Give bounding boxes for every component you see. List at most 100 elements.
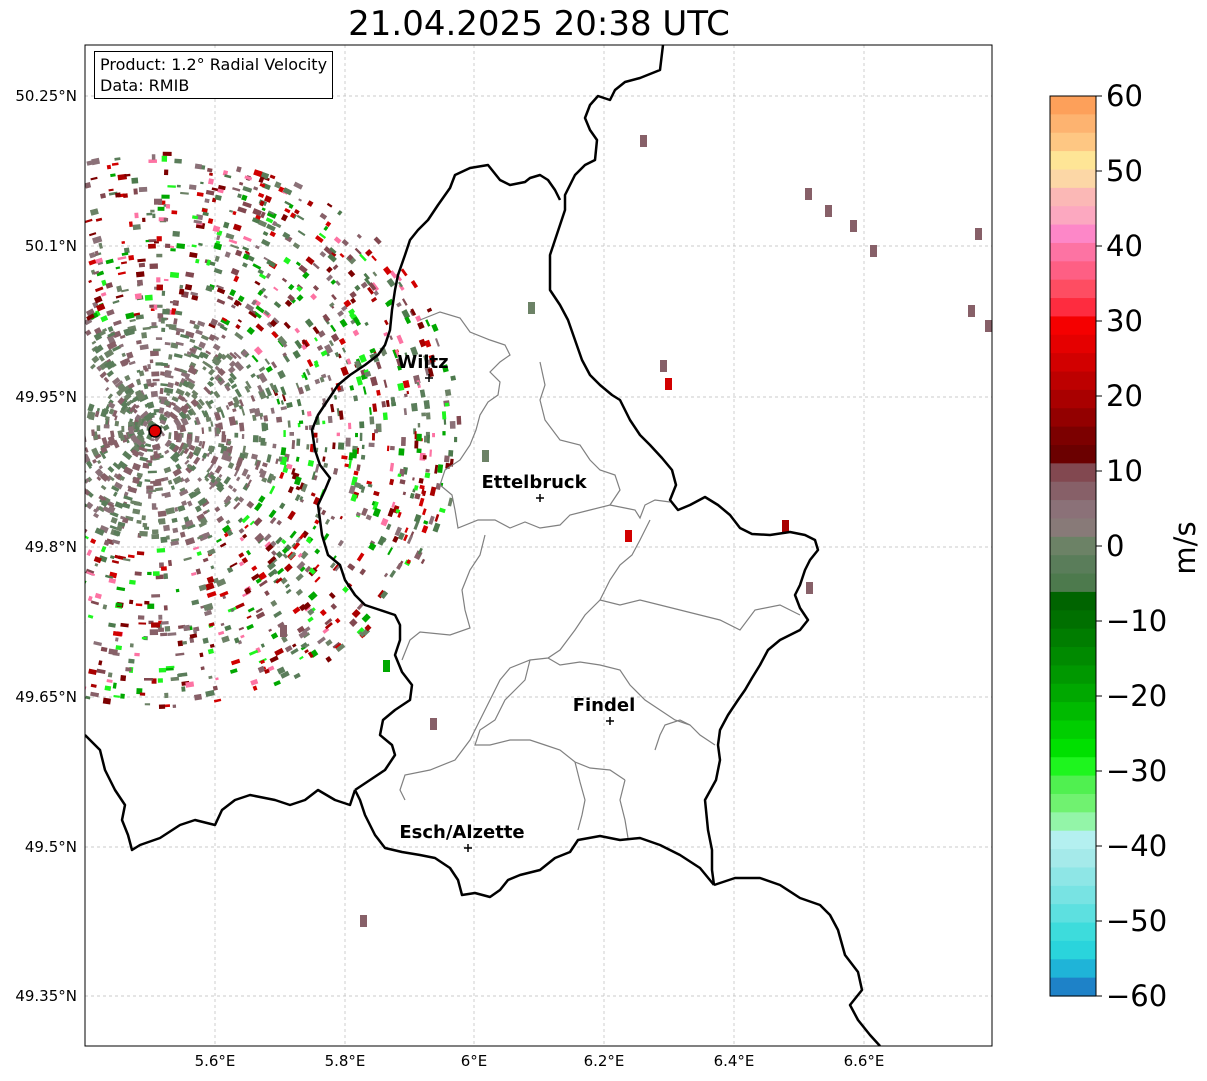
colorbar-tick-label: 50 [1106, 154, 1143, 188]
colorbar-segment [1050, 904, 1096, 924]
colorbar-segment [1050, 720, 1096, 740]
colorbar-segment [1050, 591, 1096, 611]
city-label: Ettelbruck [481, 472, 587, 493]
colorbar-segment [1050, 940, 1096, 960]
country-border [85, 734, 357, 852]
colorbar-segment [1050, 922, 1096, 942]
colorbar-tick-label: 0 [1106, 529, 1124, 563]
lon-tick-label: 6.4°E [714, 1052, 755, 1070]
colorbar-segment [1050, 408, 1096, 428]
lon-tick-label: 6.2°E [584, 1052, 625, 1070]
colorbar-segment [1050, 665, 1096, 685]
colorbar-segment [1050, 959, 1096, 979]
colorbar-segment [1050, 206, 1096, 226]
colorbar-segment [1050, 793, 1096, 813]
map-area: Wiltz Ettelbruck Findel Esch/Alzette [85, 45, 992, 1046]
colorbar-segment [1050, 426, 1096, 446]
colorbar-segment [1050, 242, 1096, 262]
colorbar-segment [1050, 261, 1096, 281]
colorbar-segment [1050, 224, 1096, 244]
product-info-box: Product: 1.2° Radial Velocity Data: RMIB [94, 51, 334, 99]
lat-tick-label: 49.95°N [15, 388, 77, 406]
lon-tick-label: 5.6°E [195, 1052, 236, 1070]
colorbar-segment [1050, 279, 1096, 299]
colorbar-tick-label: −50 [1106, 904, 1167, 938]
colorbar-segment [1050, 812, 1096, 832]
colorbar-tick-label: −40 [1106, 829, 1167, 863]
colorbar-segment [1050, 334, 1096, 354]
city-label: Wiltz [397, 352, 448, 373]
colorbar-tick-label: −60 [1106, 979, 1167, 1013]
lat-tick-label: 49.5°N [25, 838, 77, 856]
radar-echoes [85, 135, 992, 927]
colorbar-segment [1050, 775, 1096, 795]
axis-ticks: 5.6°E 5.8°E 6°E 6.2°E 6.4°E 6.6°E 50.25°N 50.1°… [15, 87, 884, 1070]
colorbar-segment [1050, 169, 1096, 189]
colorbar-tick-label: −30 [1106, 754, 1167, 788]
colorbar-segment [1050, 573, 1096, 593]
product-label: Product: 1.2° Radial Velocity [100, 55, 328, 74]
colorbar: 60 50 40 30 20 10 0 −10 −20 −30 −40 −50 −60 m/s [1049, 79, 1202, 1013]
colorbar-tick-label: 20 [1106, 379, 1143, 413]
city-marker: Esch/Alzette [399, 822, 525, 852]
colorbar-segment [1050, 371, 1096, 391]
lat-tick-label: 49.35°N [15, 987, 77, 1005]
lon-tick-label: 6.6°E [844, 1052, 885, 1070]
map-title: 21.04.2025 20:38 UTC [348, 4, 730, 44]
colorbar-segment [1050, 96, 1096, 115]
city-label: Findel [573, 695, 636, 716]
lat-tick-label: 50.25°N [15, 87, 77, 105]
colorbar-segment [1050, 738, 1096, 758]
city-marker: Ettelbruck [481, 472, 588, 502]
colorbar-segment [1050, 132, 1096, 152]
colorbar-segment [1050, 555, 1096, 575]
colorbar-segment [1050, 353, 1096, 373]
colorbar-segment [1050, 444, 1096, 464]
colorbar-tick-label: 30 [1106, 304, 1143, 338]
country-border [548, 45, 820, 886]
colorbar-tick-label: −10 [1106, 604, 1167, 638]
radar-site-marker [148, 424, 162, 438]
data-source-label: Data: RMIB [100, 76, 190, 95]
colorbar-tick-label: 60 [1106, 79, 1143, 113]
colorbar-segment [1050, 647, 1096, 666]
colorbar-segment [1050, 977, 1096, 997]
city-marker: Wiltz [397, 352, 449, 382]
colorbar-segment [1050, 849, 1096, 869]
colorbar-tick-label: 10 [1106, 454, 1143, 488]
canton-borders [399, 311, 801, 839]
colorbar-segment [1050, 316, 1096, 336]
colorbar-segment [1050, 867, 1096, 887]
lat-tick-label: 49.8°N [25, 538, 77, 556]
colorbar-segment [1050, 830, 1096, 850]
colorbar-segment [1050, 114, 1096, 134]
city-marker: Findel [573, 695, 636, 725]
lat-tick-label: 50.1°N [25, 237, 77, 255]
lat-tick-label: 49.65°N [15, 688, 77, 706]
country-border [310, 163, 562, 792]
map-frame [84, 44, 993, 1047]
colorbar-segment [1050, 702, 1096, 722]
colorbar-segment [1050, 518, 1096, 538]
colorbar-segment [1050, 628, 1096, 648]
colorbar-segment [1050, 683, 1096, 703]
lon-tick-label: 5.8°E [325, 1052, 366, 1070]
city-label: Esch/Alzette [399, 822, 524, 843]
colorbar-segment [1050, 757, 1096, 777]
colorbar-segment [1050, 481, 1096, 501]
colorbar-segment [1050, 500, 1096, 520]
city-markers: Wiltz Ettelbruck Findel Esch/Alzette [397, 352, 635, 852]
colorbar-segment [1050, 885, 1096, 905]
colorbar-segment [1050, 298, 1096, 318]
colorbar-tick-label: −20 [1106, 679, 1167, 713]
colorbar-segment [1050, 610, 1096, 630]
country-border [713, 876, 881, 1046]
colorbar-segment [1050, 536, 1096, 556]
colorbar-segment [1050, 187, 1096, 207]
colorbar-unit-label: m/s [1168, 521, 1202, 574]
colorbar-tick-label: 40 [1106, 229, 1143, 263]
country-border [353, 789, 715, 899]
colorbar-segment [1050, 463, 1096, 483]
colorbar-segment [1050, 151, 1096, 171]
